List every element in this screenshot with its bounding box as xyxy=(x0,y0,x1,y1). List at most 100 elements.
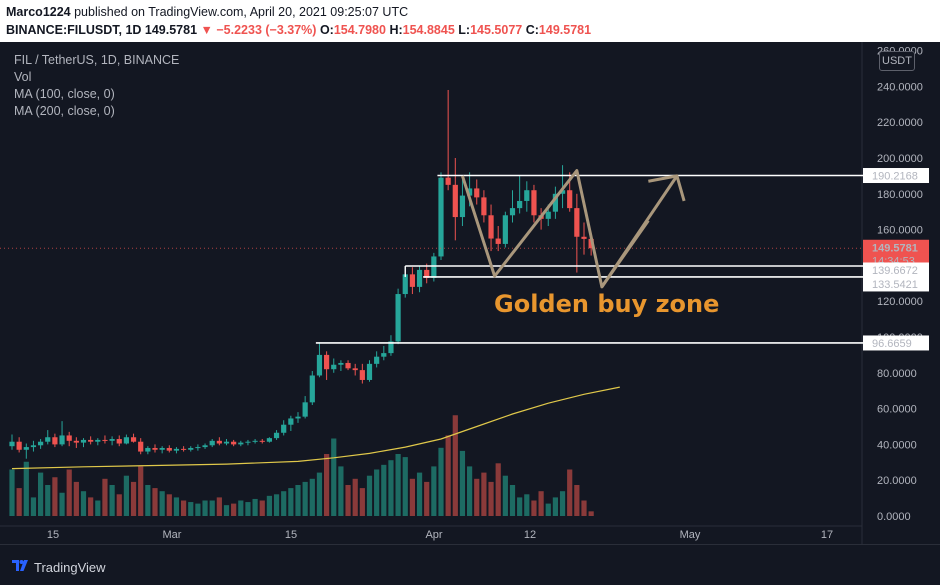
time-axis[interactable]: 15 Mar 15 Apr 12 May 17 xyxy=(47,529,833,541)
volume-bar xyxy=(581,500,587,516)
candle-body xyxy=(552,193,558,212)
candle-body xyxy=(395,294,401,342)
price-tick-label: 160.0000 xyxy=(877,225,923,237)
chart-legend: FIL / TetherUS, 1D, BINANCE Vol MA (100,… xyxy=(14,52,179,120)
volume-bar xyxy=(374,469,380,516)
candle-body xyxy=(381,353,387,357)
candle-body xyxy=(252,440,258,442)
time-tick-label: Apr xyxy=(425,529,442,541)
candle-body xyxy=(266,438,272,442)
candle-body xyxy=(123,437,129,444)
candle-body xyxy=(145,447,151,452)
price-tick-label: 200.0000 xyxy=(877,153,923,165)
candle-body xyxy=(366,363,373,380)
candle-body xyxy=(517,200,523,209)
volume-bar xyxy=(102,478,108,516)
projection-arrowhead xyxy=(648,174,686,202)
volume-bar xyxy=(538,491,544,516)
volume-bar xyxy=(438,447,444,516)
volume-bar xyxy=(431,466,437,516)
candle-body xyxy=(409,274,415,287)
volume-bar xyxy=(488,481,494,516)
candle-body xyxy=(331,364,337,370)
price-label-text: 96.6659 xyxy=(872,338,912,350)
golden-buy-zone-label: Golden buy zone xyxy=(494,290,719,318)
tradingview-brand[interactable]: TradingView xyxy=(34,560,106,575)
horizontal-levels xyxy=(0,174,868,344)
volume-bar xyxy=(395,454,401,516)
price-label-text: 139.6672 xyxy=(872,265,918,277)
candle-body xyxy=(281,424,287,433)
volume-bar xyxy=(531,500,537,516)
candle-body xyxy=(209,440,215,446)
price-label-box xyxy=(863,262,929,278)
price-tick-label: 60.0000 xyxy=(877,404,917,416)
volume-bar xyxy=(173,497,180,516)
price-chart[interactable]: Golden buy zone 0.0000 20.0000 40.0000 60.0… xyxy=(0,42,940,544)
volume-bar xyxy=(16,488,22,516)
time-tick-label: 17 xyxy=(821,529,833,541)
close-label: C: xyxy=(525,23,539,37)
volume-bar xyxy=(467,466,473,516)
candle-body xyxy=(474,188,480,198)
candle-body xyxy=(402,274,408,295)
volume-bar xyxy=(266,495,272,516)
volume-bar xyxy=(245,502,251,516)
volume-bar xyxy=(123,475,129,516)
close-value: 149.5781 xyxy=(538,23,592,37)
candle-body xyxy=(202,445,208,448)
volume-bar xyxy=(409,478,415,516)
candle-body xyxy=(488,215,494,239)
candle-body xyxy=(324,354,330,370)
candle-body xyxy=(524,190,530,201)
volume-bar xyxy=(288,488,294,516)
projection-arrow-shaft xyxy=(600,175,679,288)
price-tick-label: 120.0000 xyxy=(877,296,923,308)
time-tick-label: May xyxy=(680,529,701,541)
volume-bar xyxy=(509,485,516,516)
candle-body xyxy=(273,432,280,439)
author-name[interactable]: Marco1224 xyxy=(6,5,71,19)
open-value: 154.7980 xyxy=(333,23,386,37)
volume-bar xyxy=(338,466,344,516)
volume-bar xyxy=(574,485,580,516)
last-price: 149.5781 xyxy=(144,23,198,37)
candle-body xyxy=(166,447,172,451)
volume-bar xyxy=(38,472,44,516)
pattern-drawings xyxy=(461,169,686,289)
volume-bar xyxy=(366,475,373,516)
candle-body xyxy=(238,442,244,445)
candle-body xyxy=(509,208,516,216)
volume-bar xyxy=(345,485,351,516)
volume-bar xyxy=(381,464,387,516)
volume-bar xyxy=(109,485,115,516)
volume-bar xyxy=(474,478,480,516)
volume-bar xyxy=(88,497,94,516)
low-value: 145.5077 xyxy=(470,23,523,37)
candle-body xyxy=(52,437,58,445)
price-axis[interactable]: 0.000020.000040.000060.000080.0000100.00… xyxy=(863,46,929,523)
volume-bar xyxy=(302,481,308,516)
chart-area[interactable]: Golden buy zone 0.0000 20.0000 40.0000 60.0… xyxy=(0,42,940,544)
candle-body xyxy=(152,447,158,450)
price-label-text: 133.5421 xyxy=(872,279,918,291)
candle-body xyxy=(359,370,365,380)
volume-bar xyxy=(424,481,430,516)
volume-bar xyxy=(116,494,122,516)
price-label-box xyxy=(863,168,929,184)
candlesticks xyxy=(9,89,594,459)
candle-body xyxy=(138,441,144,452)
tradingview-logo-icon xyxy=(12,560,28,571)
volume-bar xyxy=(95,500,101,516)
volume-bar xyxy=(331,438,337,516)
currency-badge[interactable]: USDT xyxy=(879,51,915,71)
volume-bar xyxy=(252,498,258,516)
volume-bar xyxy=(80,491,87,516)
high-label: H: xyxy=(389,23,403,37)
volume-bar xyxy=(188,502,194,516)
grid xyxy=(0,42,863,544)
candle-body xyxy=(59,435,65,445)
volume-bar xyxy=(152,488,158,516)
candle-body xyxy=(416,269,423,287)
